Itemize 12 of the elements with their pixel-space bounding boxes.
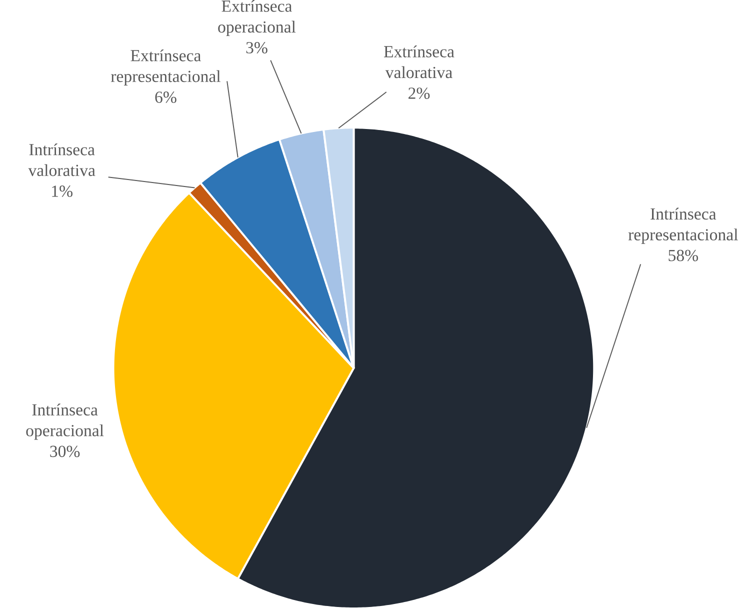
data-label: 3% bbox=[246, 42, 268, 54]
data-label: 6% bbox=[155, 91, 176, 103]
data-label: 2% bbox=[408, 87, 430, 99]
slice-label: Intrínseca operacional bbox=[26, 403, 104, 440]
data-label: 1% bbox=[52, 185, 72, 197]
slice-label: Extrínseca representacional bbox=[110, 49, 220, 86]
slice-label: Intrínseca representacional bbox=[628, 208, 738, 244]
data-label: 30% bbox=[50, 445, 80, 457]
slice-label: Extrínseca operacional bbox=[218, 0, 296, 36]
data-label: 58% bbox=[668, 250, 698, 261]
slice-label: Intrínseca valorativa bbox=[28, 143, 96, 176]
slice-label: Extrínseca valorativa bbox=[384, 45, 454, 78]
